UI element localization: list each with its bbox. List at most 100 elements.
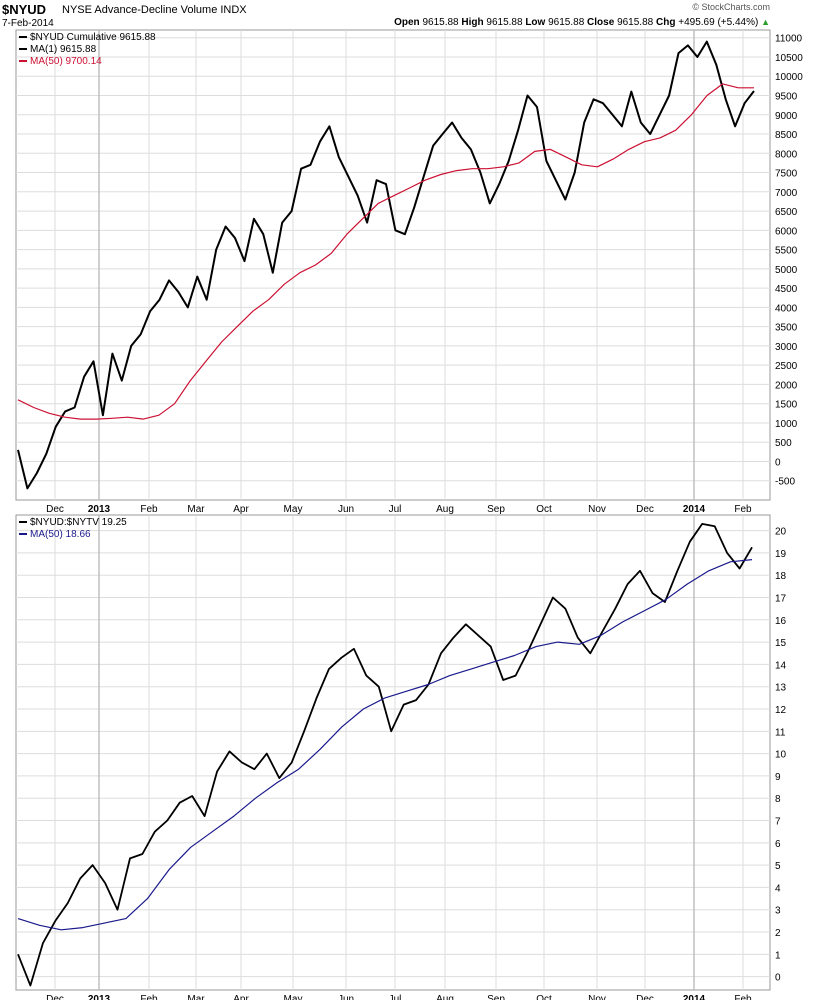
x-tick-label: Dec (46, 504, 64, 515)
high-label: High (461, 17, 484, 28)
x-tick-label: Apr (233, 504, 249, 515)
x-tick-label: Dec (636, 994, 654, 1000)
y-tick-label: 5500 (775, 246, 798, 257)
series-line-price (17, 40, 755, 490)
series-line-price (17, 523, 753, 987)
close-value: 9615.88 (617, 17, 654, 28)
y-tick-label: 6 (775, 839, 781, 850)
y-tick-label: 11000 (775, 34, 803, 45)
legend-entry: MA(50) 18.66 (30, 529, 91, 540)
high-value: 9615.88 (486, 17, 523, 28)
y-tick-label: 8 (775, 794, 781, 805)
x-tick-label: Sep (487, 994, 505, 1000)
x-tick-label: Jul (389, 504, 402, 515)
y-tick-label: 18 (775, 571, 787, 582)
y-tick-label: 16 (775, 616, 787, 627)
y-tick-label: 4500 (775, 284, 798, 295)
x-tick-label: Jul (389, 994, 402, 1000)
y-tick-label: 1 (775, 950, 781, 961)
y-tick-label: 3000 (775, 342, 798, 353)
chg-label: Chg (656, 17, 676, 28)
x-tick-label: Aug (436, 994, 454, 1000)
x-tick-label: Dec (636, 504, 654, 515)
x-tick-label: Jun (338, 504, 354, 515)
close-label: Close (587, 17, 615, 28)
y-tick-label: 11 (775, 727, 786, 738)
y-tick-label: 9000 (775, 111, 798, 122)
y-tick-label: 9 (775, 772, 781, 783)
y-tick-label: -500 (775, 477, 795, 488)
up-triangle-icon: ▲ (761, 17, 770, 27)
x-tick-label: Feb (734, 504, 752, 515)
plot-frame (15, 514, 771, 991)
x-tick-label: Feb (734, 994, 752, 1000)
low-label: Low (525, 17, 546, 28)
x-tick-label: Nov (588, 504, 606, 515)
legend-entry: MA(50) 9700.14 (30, 56, 102, 67)
y-tick-label: 3 (775, 906, 781, 917)
x-tick-label: Oct (536, 994, 552, 1000)
y-tick-label: 500 (775, 438, 792, 449)
x-tick-label: Feb (140, 504, 158, 515)
series-line-ma50 (17, 83, 754, 420)
y-tick-label: 4 (775, 883, 781, 894)
y-tick-label: 1000 (775, 419, 798, 430)
series-line-ma50 (17, 559, 753, 931)
y-tick-label: 7 (775, 817, 781, 828)
y-tick-label: 19 (775, 549, 787, 560)
plot-frame (15, 29, 771, 501)
y-tick-label: 12 (775, 705, 787, 716)
index-name: NYSE Advance-Decline Volume INDX (62, 4, 247, 16)
y-tick-label: 7500 (775, 169, 798, 180)
x-tick-label: Oct (536, 504, 552, 515)
y-tick-label: 10 (775, 750, 787, 761)
y-tick-label: 8000 (775, 149, 798, 160)
x-tick-label: Mar (187, 504, 205, 515)
x-tick-label: Apr (233, 994, 249, 1000)
x-tick-label: May (284, 994, 303, 1000)
y-tick-label: 10000 (775, 72, 803, 83)
y-tick-label: 0 (775, 973, 781, 984)
y-tick-label: 5000 (775, 265, 798, 276)
chart-date: 7-Feb-2014 (2, 18, 54, 29)
x-tick-label: Aug (436, 504, 454, 515)
y-tick-label: 17 (775, 594, 787, 605)
x-tick-label: May (284, 504, 303, 515)
y-tick-label: 10500 (775, 53, 803, 64)
y-tick-label: 14 (775, 660, 787, 671)
x-tick-label: Nov (588, 994, 606, 1000)
y-tick-label: 7000 (775, 188, 798, 199)
symbol-title: $NYUD (2, 2, 47, 17)
y-tick-label: 5 (775, 861, 781, 872)
y-tick-label: 15 (775, 638, 787, 649)
y-tick-label: 8500 (775, 130, 798, 141)
x-tick-label: 2013 (88, 994, 111, 1000)
legend-entry: $NYUD Cumulative 9615.88 (30, 32, 156, 43)
x-tick-label: Dec (46, 994, 64, 1000)
y-tick-label: 6500 (775, 207, 798, 218)
quote-line: Open 9615.88 High 9615.88 Low 9615.88 Cl… (394, 17, 770, 28)
x-tick-label: Mar (187, 994, 205, 1000)
y-tick-label: 1500 (775, 400, 798, 411)
y-tick-label: 0 (775, 457, 781, 468)
copyright-label: © StockCharts.com (692, 2, 770, 12)
y-tick-label: 2000 (775, 380, 798, 391)
open-label: Open (394, 17, 420, 28)
legend-entry: MA(1) 9615.88 (30, 44, 97, 55)
chart-panel-1: -500 0 500 1000 1500 2000 2500 3000 3500 4000 4500… (15, 29, 803, 515)
open-value: 9615.88 (422, 17, 459, 28)
x-tick-label: Feb (140, 994, 158, 1000)
y-tick-label: 20 (775, 527, 787, 538)
low-value: 9615.88 (548, 17, 585, 28)
chg-value: +495.69 (+5.44%) (678, 17, 759, 28)
y-tick-label: 13 (775, 683, 787, 694)
y-tick-label: 3500 (775, 323, 798, 334)
y-tick-label: 2500 (775, 361, 798, 372)
x-tick-label: Sep (487, 504, 505, 515)
x-tick-label: Jun (338, 994, 354, 1000)
y-tick-label: 6000 (775, 226, 798, 237)
legend-entry: $NYUD:$NYTV 19.25 (30, 517, 127, 528)
y-tick-label: 4000 (775, 303, 798, 314)
